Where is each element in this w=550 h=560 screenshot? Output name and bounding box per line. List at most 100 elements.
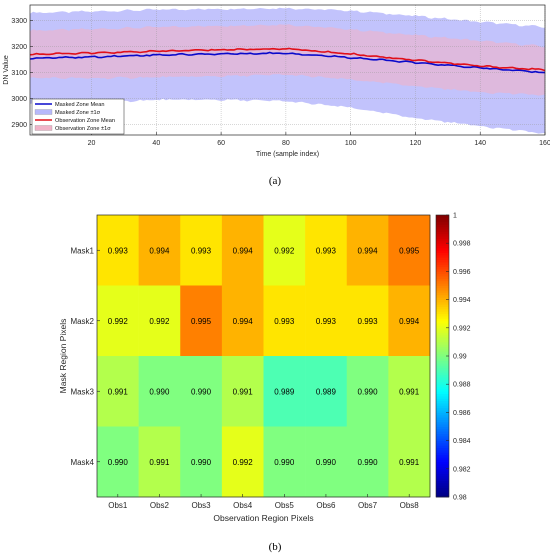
colorbar-segment [436,301,449,305]
colorbar-segment [436,400,449,404]
colorbar-segment [436,374,449,378]
cell-value-label: 0.989 [274,387,295,396]
colorbar-segment [436,478,449,481]
colorbar-tick-label: 0.998 [453,241,471,248]
heatmap-cell [180,426,223,498]
colorbar-segment [436,426,449,430]
cell-value-label: 0.990 [149,387,170,396]
legend-label: Masked Zone ±1σ [55,110,101,116]
cell-value-label: 0.994 [149,246,170,255]
column-label: Obs7 [358,501,378,510]
cell-value-label: 0.991 [399,387,420,396]
heatmap-chart: 0.993 0.994 0.993 0.994 0.992 0.993 0.994 0.995… [58,213,471,524]
colorbar-segment [436,290,449,293]
heatmap-cell [138,285,181,357]
heatmap-cell [346,215,389,286]
cell-value-label: 0.990 [358,387,379,396]
y-axis-label: Mask Region Pixels [58,319,68,394]
cell-value-label: 0.995 [399,246,420,255]
colorbar-segment [436,294,449,298]
column-label: Obs5 [275,501,295,510]
cell-value-label: 0.994 [399,317,420,326]
tick-label-x: 80 [282,140,290,147]
colorbar-segment [436,384,449,387]
colorbar-segment [436,327,449,331]
colorbar-segment [436,471,449,474]
colorbar-segment [436,259,449,263]
series-band-observation-zone [30,24,545,96]
tick-label-y: 3200 [11,44,27,51]
colorbar-segment [436,356,449,359]
colorbar-segment [436,278,449,282]
colorbar-segment [436,454,449,458]
colorbar-segment [436,273,449,277]
colorbar-segment [436,240,449,244]
cell-value-label: 0.995 [191,317,212,326]
colorbar-segment [436,428,449,432]
colorbar-segment [436,262,449,265]
heatmap-cell [263,426,306,498]
colorbar-segment [436,266,449,270]
colorbar-segment [436,412,449,416]
colorbar-segment [436,473,449,477]
column-label: Obs3 [192,501,212,510]
colorbar-segment [436,464,449,467]
cell-value-label: 0.990 [108,458,129,467]
cell-value-label: 0.990 [316,458,337,467]
tick-label-x: 160 [539,140,550,147]
colorbar-segment [436,379,449,383]
colorbar-segment [436,313,449,317]
heatmap-cell [305,285,348,357]
tick-label-y: 2900 [11,122,27,129]
colorbar-segment [436,370,449,373]
cell-value-label: 0.993 [358,317,379,326]
colorbar-segment [436,222,449,225]
series-line-observation-mean [29,47,546,72]
colorbar-segment [436,489,449,493]
cell-value-label: 0.990 [191,458,212,467]
colorbar-segment [436,363,449,366]
cell-value-label: 0.989 [316,387,337,396]
legend-label: Observation Zone Mean [55,118,115,124]
colorbar-segment [436,377,449,380]
y-axis-label: DN Value [3,55,10,85]
colorbar-segment [436,292,449,296]
heatmap-cell [221,215,264,286]
legend-label: Observation Zone ±1σ [55,126,111,132]
colorbar-tick-label: 0.98 [453,495,467,502]
colorbar-segment [436,309,449,312]
heatmap-cell [97,426,139,498]
line-chart: 20 40 60 80 100 120 140 160 2900 3000 3100 3200 3300… [3,4,550,158]
colorbar-segment [436,297,449,300]
cell-value-label: 0.992 [274,246,295,255]
heatmap-cell [180,285,223,357]
x-axis-label: Time (sample index) [256,151,319,158]
heatmap-cell [97,356,139,427]
colorbar-segment [436,353,449,357]
tick-label-y: 3000 [11,96,27,103]
colorbar-segment [436,238,449,242]
colorbar-segment [436,466,449,470]
colorbar-segment [436,435,449,439]
colorbar-tick-label: 0.982 [453,466,471,473]
colorbar-segment [436,424,449,427]
row-label: Mask1 [70,246,94,255]
colorbar-segment [436,304,449,308]
colorbar-segment [436,360,449,364]
colorbar-segment [436,231,449,235]
heatmap-cell [180,215,223,286]
heatmap-cell [263,285,306,357]
colorbar-segment [436,320,449,324]
colorbar-segment [436,330,449,333]
heatmap-cell [305,215,348,286]
row-label: Mask2 [70,317,94,326]
heatmap-cell [388,285,431,357]
heatmap-cell [180,356,223,427]
colorbar-tick-label: 0.994 [453,297,471,304]
colorbar-segment [436,334,449,338]
cell-value-label: 0.994 [358,246,379,255]
colorbar-segment [436,482,449,486]
colorbar-segment [436,306,449,310]
caption-b: (b) [268,541,282,553]
colorbar-segment [436,337,449,340]
